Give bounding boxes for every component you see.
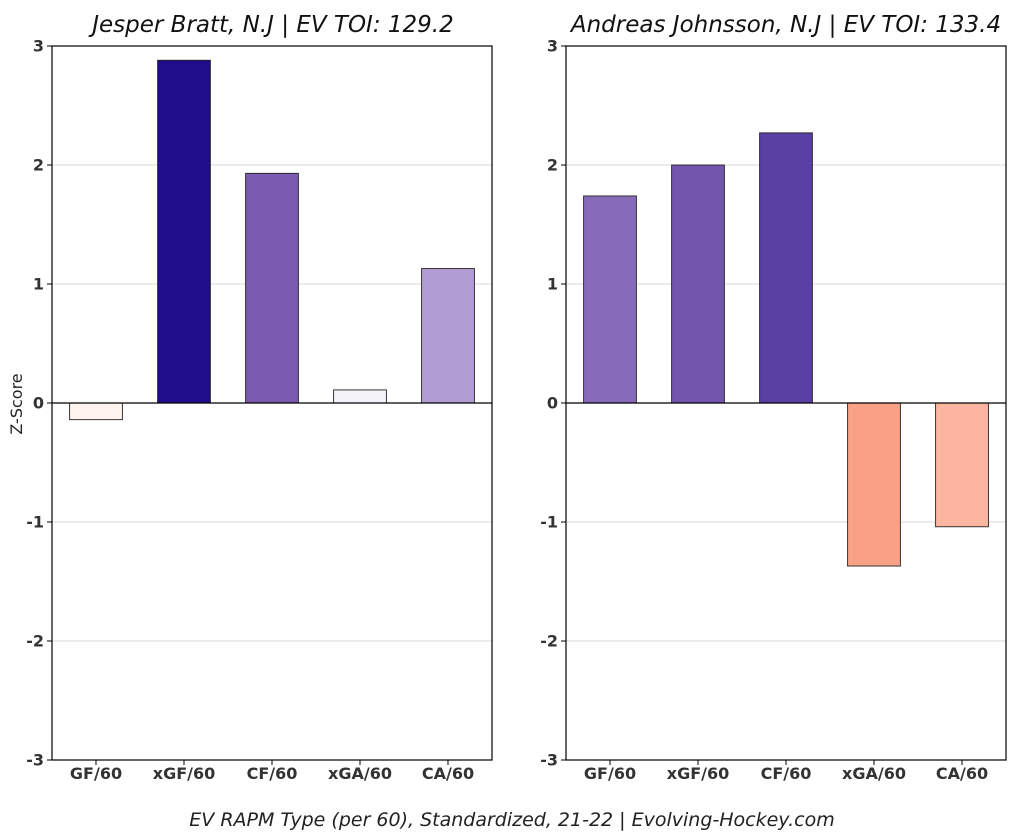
left-y-tick-label: -3 [26,751,44,770]
left-bar-xgf-60 [157,59,211,404]
right-bar-cf-60 [759,132,813,404]
left-y-tick-label: 0 [33,394,44,413]
right-bar-ca-60 [935,402,989,528]
right-panel-title: Andreas Johnsson, N.J | EV TOI: 133.4 [569,12,1001,38]
left-panel: Jesper Bratt, N.J | EV TOI: 129.2 Z-Scor… [7,12,493,783]
left-x-tick-label: xGF/60 [153,764,216,783]
right-x-tick-label: CF/60 [761,764,812,783]
left-bar-xga-60 [333,389,387,404]
right-y-tick-label: 0 [547,394,558,413]
right-panel: Andreas Johnsson, N.J | EV TOI: 133.4 -3… [540,12,1007,783]
left-x-tick-label: xGA/60 [328,764,392,783]
left-x-tick-label: CF/60 [247,764,298,783]
left-bar-cf-60 [245,172,299,404]
right-bar-xgf-60 [671,164,725,404]
right-bar-xga-60 [847,402,901,567]
right-y-tick-label: -1 [540,513,558,532]
left-plot-area: -3 -2 -1 0 1 2 3 GF/60 xGF/60 CF/60 xGA/60 CA/60 [26,37,493,783]
left-x-tick-label: GF/60 [70,764,122,783]
right-y-tick-label: -2 [540,632,558,651]
left-panel-title: Jesper Bratt, N.J | EV TOI: 129.2 [88,12,454,38]
right-x-tick-label: xGA/60 [842,764,906,783]
right-plot-area: -3 -2 -1 0 1 2 3 GF/60 xGF/60 CF/60 xGA/60 CA/60 [540,37,1007,783]
left-bar-gf-60 [69,402,123,421]
left-y-tick-label: -1 [26,513,44,532]
left-x-tick-label: CA/60 [422,764,474,783]
right-x-tick-label: CA/60 [936,764,988,783]
right-y-tick-label: 3 [547,37,558,56]
figure-caption: EV RAPM Type (per 60), Standardized, 21-… [189,809,834,831]
left-y-axis-label: Z-Score [7,373,26,434]
right-bar-gf-60 [583,195,637,404]
right-y-tick-label: -3 [540,751,558,770]
right-x-tick-label: GF/60 [584,764,636,783]
left-y-tick-label: 1 [33,275,44,294]
left-bar-ca-60 [421,268,475,404]
right-y-tick-label: 2 [547,156,558,175]
right-x-tick-label: xGF/60 [667,764,730,783]
left-y-tick-label: 2 [33,156,44,175]
right-y-tick-label: 1 [547,275,558,294]
left-y-tick-label: -2 [26,632,44,651]
left-y-tick-label: 3 [33,37,44,56]
